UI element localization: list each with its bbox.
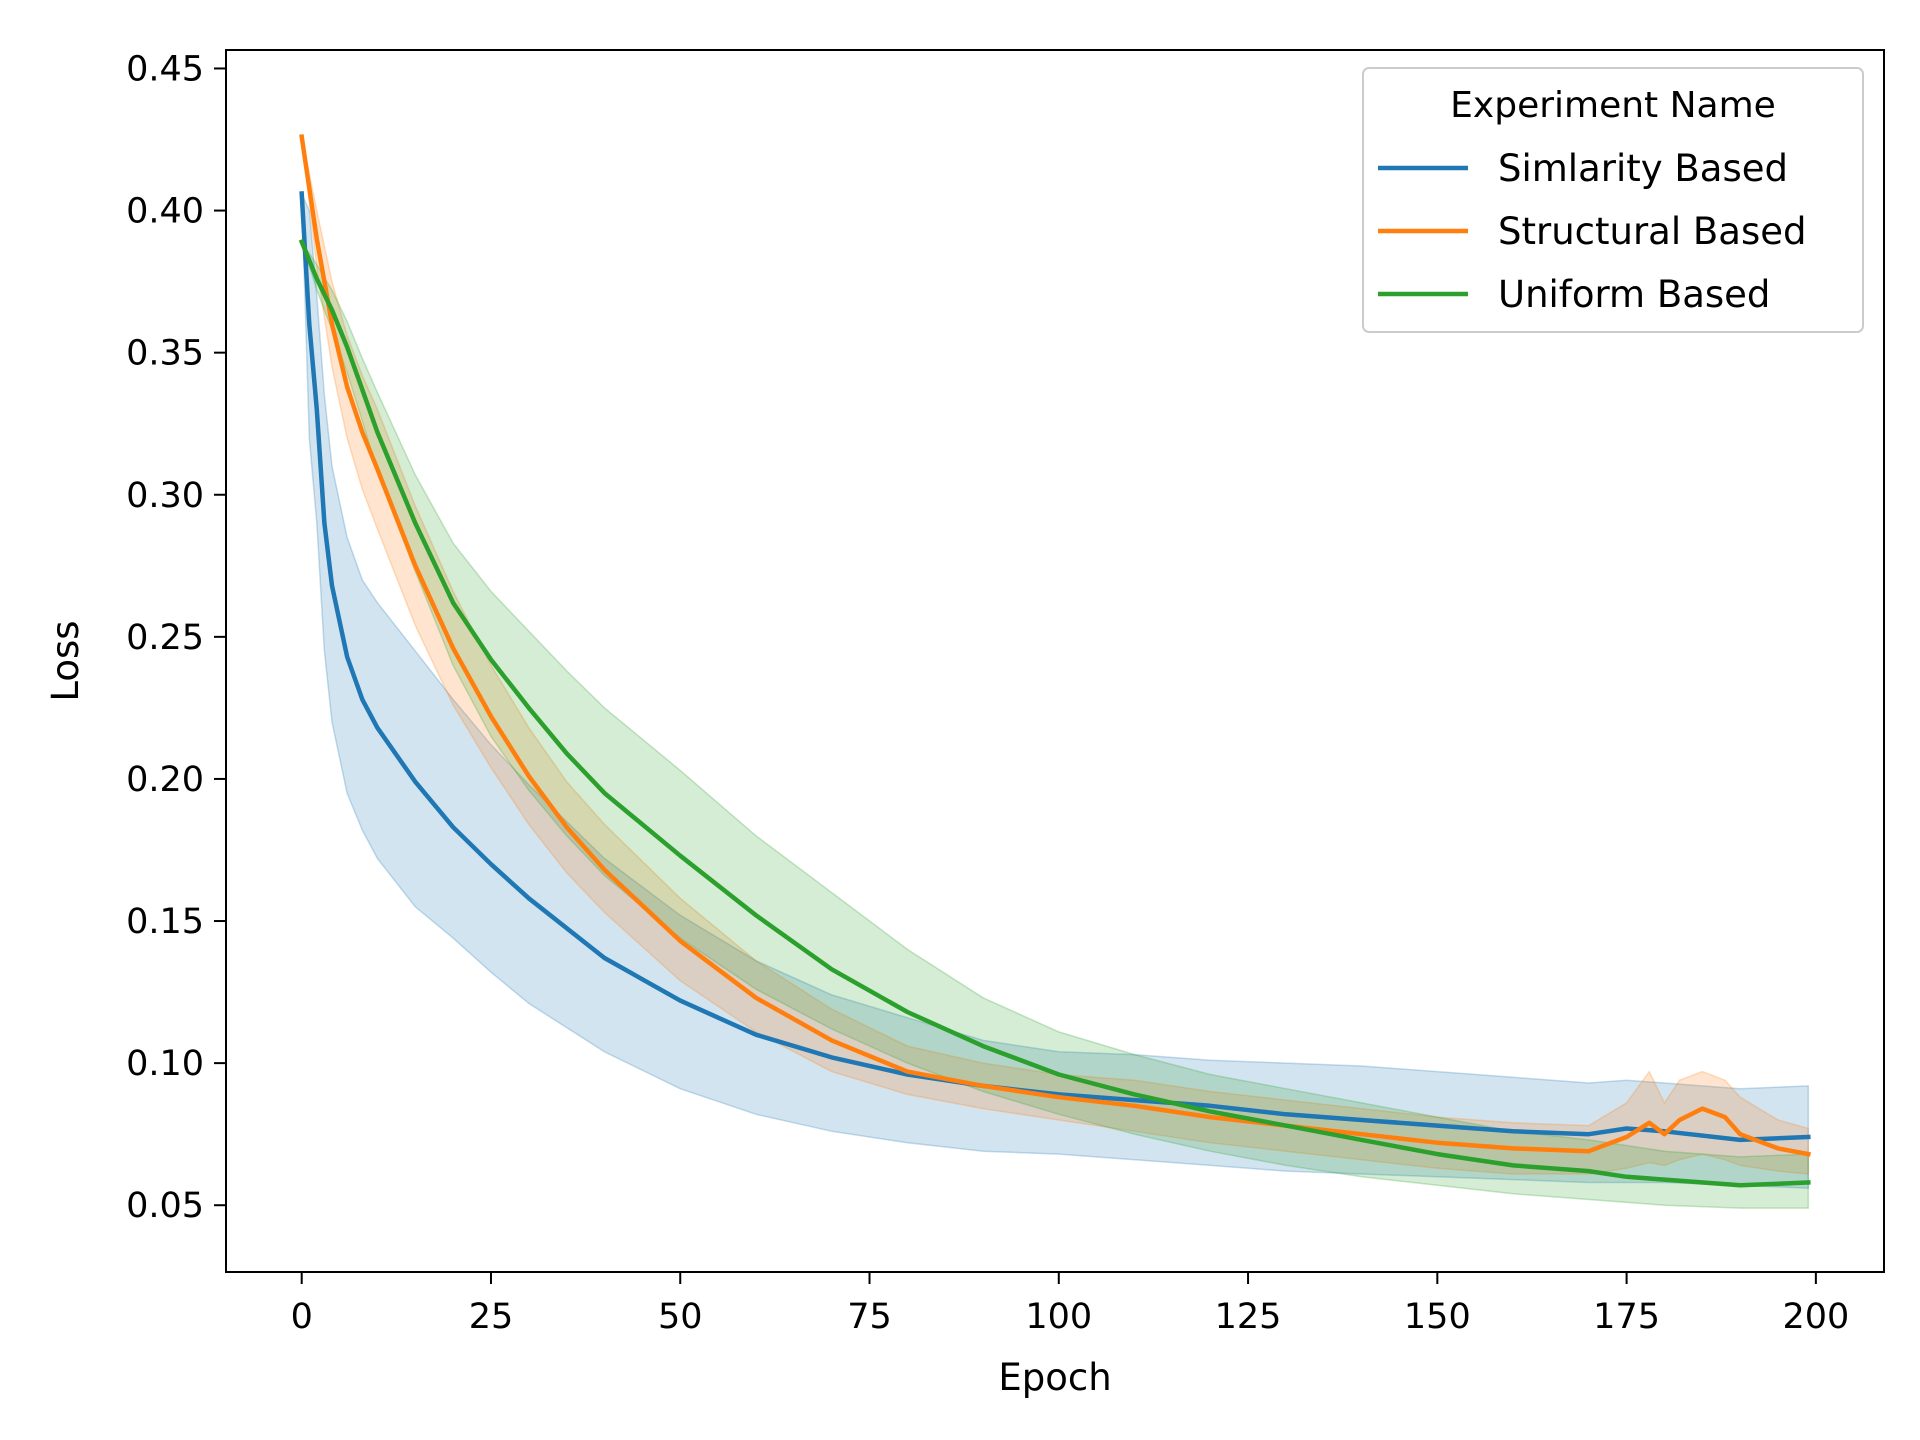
y-tick-label: 0.45 [126,49,204,89]
series-lines [298,134,1811,1188]
y-tick-label: 0.35 [126,334,204,374]
legend-title: Experiment Name [1450,85,1776,126]
y-tick-label: 0.05 [126,1186,204,1226]
legend: Experiment Name Simlarity Based Structura… [1362,67,1864,333]
x-tick-label: 200 [1782,1297,1849,1337]
x-axis-ticks: 0 25 50 75 100 125 150 175 200 [291,1272,1849,1337]
y-tick-label: 0.20 [126,760,204,800]
x-tick-label: 100 [1025,1297,1092,1337]
band-structural-based [300,136,1810,1175]
y-tick-label: 0.10 [126,1044,204,1084]
x-tick-label: 125 [1215,1297,1282,1337]
y-tick-label: 0.30 [126,476,204,516]
line-uniform-based [298,238,1811,1188]
y-tick-label: 0.15 [126,902,204,942]
legend-label-simlarity-based: Simlarity Based [1498,147,1788,190]
x-tick-label: 25 [469,1297,514,1337]
y-tick-label: 0.40 [126,192,204,232]
x-tick-label: 75 [847,1297,892,1337]
y-axis-ticks: 0.05 0.10 0.15 0.20 0.25 0.30 0.35 0.40 0.45 [126,49,226,1226]
plot-frame [225,49,1885,1273]
legend-box [1362,67,1864,333]
x-tick-label: 150 [1404,1297,1471,1337]
legend-label-uniform-based: Uniform Based [1498,273,1770,316]
legend-label-structural-based: Structural Based [1498,210,1806,253]
x-tick-label: 175 [1593,1297,1660,1337]
line-simlarity-based [299,191,1811,1143]
y-tick-label: 0.25 [126,618,204,658]
y-axis-label: Loss [44,620,87,701]
line-structural-based [299,134,1811,1157]
x-tick-label: 0 [291,1297,313,1337]
x-axis-label: Epoch [998,1356,1111,1399]
x-tick-label: 50 [658,1297,703,1337]
